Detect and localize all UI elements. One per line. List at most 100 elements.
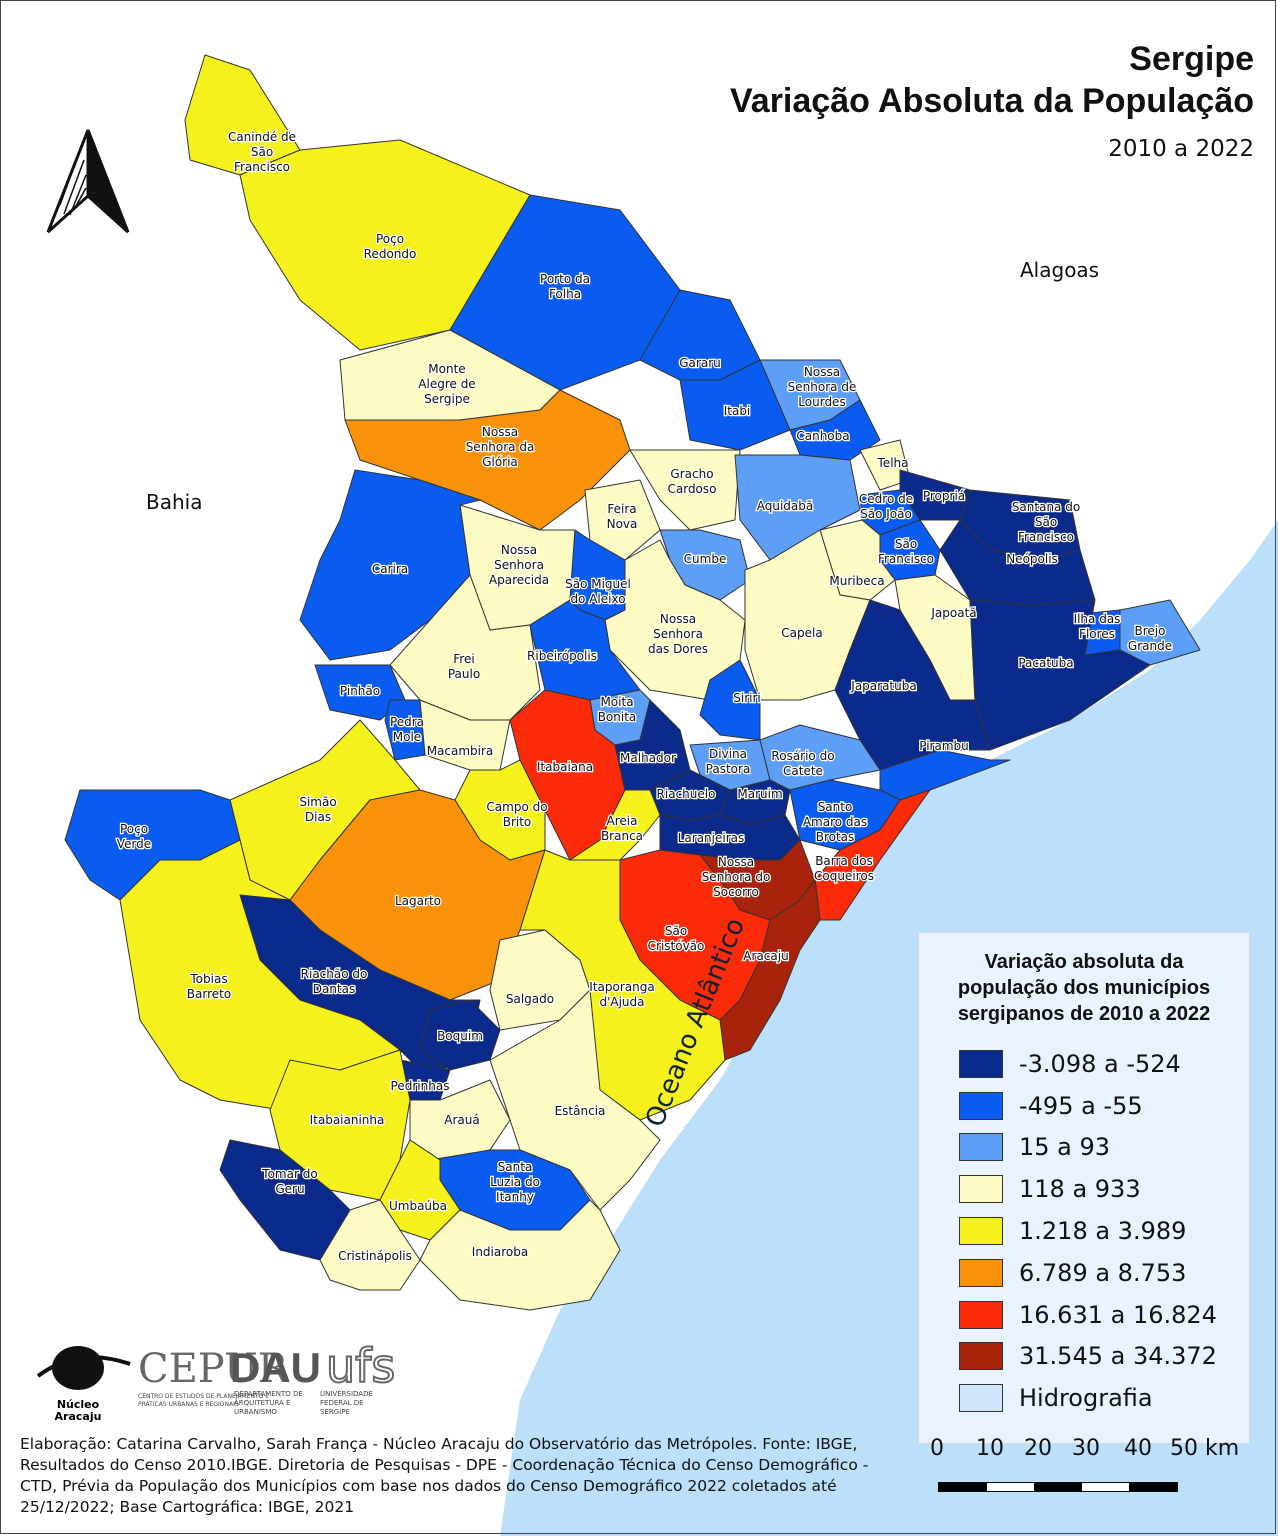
municipality-aracaju bbox=[719, 879, 821, 1061]
legend-item: Hidrografia bbox=[919, 1377, 1249, 1419]
scale-bar: 0 10 20 30 40 50 km bbox=[930, 1436, 1250, 1516]
municipality-gracho-cardoso bbox=[629, 449, 741, 531]
municipality-label-line: Nossa bbox=[482, 425, 518, 439]
municipality-label-line: Brejo bbox=[1135, 624, 1166, 638]
municipality-label-indiaroba: Indiaroba bbox=[472, 1245, 528, 1259]
municipality-label-line: Glória bbox=[482, 455, 518, 469]
scale-bar-tick-label: 50 km bbox=[1170, 1436, 1240, 1461]
municipality-label-line: Senhora do bbox=[702, 870, 771, 884]
municipality-label-line: Simão bbox=[299, 795, 336, 809]
municipality-indiaroba bbox=[419, 1199, 621, 1311]
legend-rows: -3.098 a -524 -495 a -55 15 a 93 118 a 933 1… bbox=[919, 1043, 1249, 1419]
legend-swatch bbox=[959, 1091, 1003, 1120]
title-period: 2010 a 2022 bbox=[1108, 136, 1254, 162]
municipality-label-line: Siriri bbox=[733, 691, 761, 705]
municipality-label-areia-branca: Areia Branca bbox=[601, 814, 643, 843]
municipality-label-line: Coqueiros bbox=[814, 869, 874, 883]
municipality-label-line: Rosário do bbox=[771, 749, 834, 763]
map-title-block: Sergipe Variação Absoluta da População 2… bbox=[730, 38, 1254, 162]
municipality-label-lagarto: Lagarto bbox=[395, 894, 441, 908]
legend-label: -3.098 a -524 bbox=[1019, 1049, 1181, 1078]
dau-sub-2: ARQUITETURA E bbox=[234, 1399, 290, 1407]
municipality-label-line: d'Ajuda bbox=[599, 995, 644, 1009]
municipality-label-line: Neópolis bbox=[1006, 552, 1058, 566]
municipality-label-line: Propriá bbox=[923, 489, 965, 503]
municipalities-layer bbox=[64, 54, 1201, 1311]
municipality-label-line: Monte bbox=[428, 362, 465, 376]
municipality-label-line: Pacatuba bbox=[1018, 656, 1073, 670]
municipality-label-telha: Telha bbox=[877, 456, 909, 470]
municipality-label-line: Pedrinhas bbox=[391, 1079, 450, 1093]
municipality-label-capela: Capela bbox=[781, 626, 822, 640]
dau-logo: DAU DEPARTAMENTO DE ARQUITETURA E URBANI… bbox=[230, 1344, 321, 1416]
municipality-label-cristinapolis: Cristinápolis bbox=[338, 1249, 412, 1263]
municipality-label-siriri: Siriri bbox=[733, 691, 761, 705]
municipality-label-line: Maruim bbox=[737, 787, 782, 801]
municipality-label-santana: Santana do São Francisco bbox=[1012, 500, 1080, 544]
legend: Variação absoluta da população dos munic… bbox=[918, 932, 1250, 1444]
municipality-label-line: Cristóvão bbox=[648, 939, 705, 953]
municipality-label-line: Gararu bbox=[679, 356, 720, 370]
municipality-label-muribeca: Muribeca bbox=[829, 574, 884, 588]
municipality-aquidaba bbox=[734, 454, 861, 561]
municipality-label-malhador: Malhador bbox=[620, 751, 676, 765]
municipality-japaratuba bbox=[834, 599, 991, 771]
legend-title-line1: Variação absoluta da bbox=[984, 951, 1184, 973]
municipality-label-cedro: Cedro de São João bbox=[859, 492, 913, 521]
municipality-label-line: Bonita bbox=[598, 710, 637, 724]
municipality-itaporanga bbox=[519, 849, 726, 1121]
municipality-label-line: do Aleixo bbox=[570, 592, 625, 606]
municipality-label-japoata: Japoatã bbox=[930, 606, 976, 620]
legend-item: -495 a -55 bbox=[919, 1085, 1249, 1127]
nucleo-logo-text-2: Aracaju bbox=[55, 1410, 102, 1423]
municipality-label-line: Carira bbox=[372, 562, 408, 576]
scale-bar-graphic bbox=[938, 1482, 1178, 1492]
municipality-label-tobias-barreto: Tobias Barreto bbox=[187, 972, 231, 1001]
municipality-label-santo-amaro: Santo Amaro das Brotas bbox=[803, 800, 867, 844]
municipality-label-ilha-flores: Ilha das Flores bbox=[1074, 612, 1121, 641]
municipality-label-line: Brito bbox=[503, 815, 532, 829]
municipality-label-pedra-mole: Pedra Mole bbox=[390, 715, 424, 744]
legend-swatch bbox=[959, 1342, 1003, 1371]
municipality-label-line: Francisco bbox=[234, 160, 290, 174]
municipality-label-line: Grande bbox=[1128, 639, 1172, 653]
municipality-label-line: Senhora de bbox=[788, 380, 857, 394]
municipality-umbauba bbox=[379, 1139, 461, 1241]
municipality-label-porto-da-folha: Porto da Folha bbox=[540, 272, 590, 301]
scale-bar-tick-label: 40 bbox=[1124, 1436, 1152, 1461]
municipality-label-laranjeiras: Laranjeiras bbox=[678, 831, 745, 845]
municipality-label-line: Dias bbox=[305, 810, 331, 824]
municipality-label-maruim: Maruim bbox=[737, 787, 782, 801]
municipality-label-frei-paulo: Frei Paulo bbox=[448, 652, 480, 681]
dau-logo-text: DAU bbox=[230, 1344, 321, 1391]
municipality-label-salgado: Salgado bbox=[506, 992, 554, 1006]
municipality-label-line: Porto da bbox=[540, 272, 590, 286]
municipality-label-line: São João bbox=[860, 507, 912, 521]
municipality-label-monte-alegre: Monte Alegre de Sergipe bbox=[418, 362, 475, 406]
municipality-label-line: Paulo bbox=[448, 667, 480, 681]
legend-swatch bbox=[959, 1384, 1003, 1413]
municipality-label-line: Itaporanga bbox=[589, 980, 654, 994]
municipality-label-line: Divina bbox=[709, 747, 747, 761]
nucleo-logo-text-1: Núcleo bbox=[57, 1398, 100, 1411]
legend-label: 16.631 a 16.824 bbox=[1019, 1300, 1217, 1329]
municipality-label-caninde: Canindé de São Francisco bbox=[228, 130, 296, 174]
municipality-label-line: Senhora bbox=[494, 558, 544, 572]
municipality-label-riachuelo: Riachuelo bbox=[657, 787, 716, 801]
municipality-label-line: Ribeirópolis bbox=[527, 649, 597, 663]
municipality-label-line: Nossa bbox=[501, 543, 537, 557]
municipality-label-line: Mole bbox=[393, 730, 421, 744]
municipality-label-line: Brotas bbox=[816, 830, 855, 844]
municipality-label-line: Japaratuba bbox=[850, 679, 916, 693]
municipality-label-line: Japoatã bbox=[930, 606, 976, 620]
municipality-label-pacatuba: Pacatuba bbox=[1018, 656, 1073, 670]
municipality-label-ns-socorro: Nossa Senhora do Socorro bbox=[702, 855, 771, 899]
municipality-label-line: Cedro de bbox=[859, 492, 913, 506]
scale-bar-labels: 0 10 20 30 40 50 km bbox=[930, 1436, 1250, 1466]
municipality-label-boquim: Boquim bbox=[437, 1029, 483, 1043]
municipality-label-ribeiropolis: Ribeirópolis bbox=[527, 649, 597, 663]
municipality-label-line: Laranjeiras bbox=[678, 831, 745, 845]
municipality-label-line: Francisco bbox=[878, 552, 934, 566]
municipality-label-line: Francisco bbox=[1018, 530, 1074, 544]
municipality-label-line: Nossa bbox=[660, 612, 696, 626]
